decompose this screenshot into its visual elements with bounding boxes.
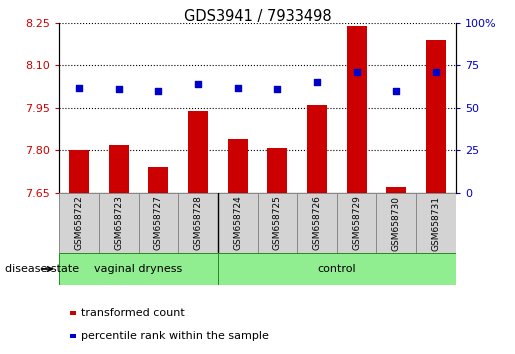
Bar (69, 150, 89, 193)
Bar (307, 105, 327, 193)
Text: transformed count: transformed count (81, 308, 184, 318)
Text: GSM658725: GSM658725 (273, 195, 282, 251)
Text: disease state: disease state (5, 264, 79, 274)
Point (75, 85, 83, 90)
Bar (59, 253, 218, 285)
Text: GSM658731: GSM658731 (432, 195, 440, 251)
Text: GSM658723: GSM658723 (114, 195, 123, 251)
Bar (337, 193, 376, 253)
Bar (228, 139, 248, 193)
Text: GSM658726: GSM658726 (313, 195, 321, 251)
Text: GSM658724: GSM658724 (233, 196, 242, 250)
Bar (218, 193, 258, 253)
Point (154, 88, 163, 94)
Point (392, 88, 401, 94)
Point (313, 80, 321, 85)
Bar (99, 193, 139, 253)
Text: GSM658728: GSM658728 (194, 195, 202, 251)
Text: GSM658729: GSM658729 (352, 195, 361, 251)
Bar (347, 26, 367, 193)
Text: percentile rank within the sample: percentile rank within the sample (81, 331, 269, 341)
Bar (426, 40, 446, 193)
Text: control: control (317, 264, 356, 274)
Bar (267, 148, 287, 193)
Bar (297, 193, 337, 253)
Bar (59, 193, 99, 253)
Bar (70, 334, 76, 338)
Bar (376, 193, 416, 253)
Point (352, 69, 360, 75)
Text: GSM658722: GSM658722 (75, 196, 83, 250)
Point (114, 86, 123, 92)
Bar (70, 311, 76, 315)
Bar (109, 145, 129, 193)
Bar (178, 193, 218, 253)
Bar (139, 193, 178, 253)
Bar (218, 253, 456, 285)
Point (432, 69, 440, 75)
Bar (258, 193, 297, 253)
Text: GSM658727: GSM658727 (154, 195, 163, 251)
Text: GSM658730: GSM658730 (392, 195, 401, 251)
Point (273, 86, 281, 92)
Point (194, 81, 202, 87)
Bar (148, 167, 168, 193)
Text: vaginal dryness: vaginal dryness (94, 264, 183, 274)
Text: GDS3941 / 7933498: GDS3941 / 7933498 (184, 9, 331, 24)
Bar (188, 111, 208, 193)
Bar (386, 187, 406, 193)
Point (234, 85, 242, 90)
Bar (416, 193, 456, 253)
